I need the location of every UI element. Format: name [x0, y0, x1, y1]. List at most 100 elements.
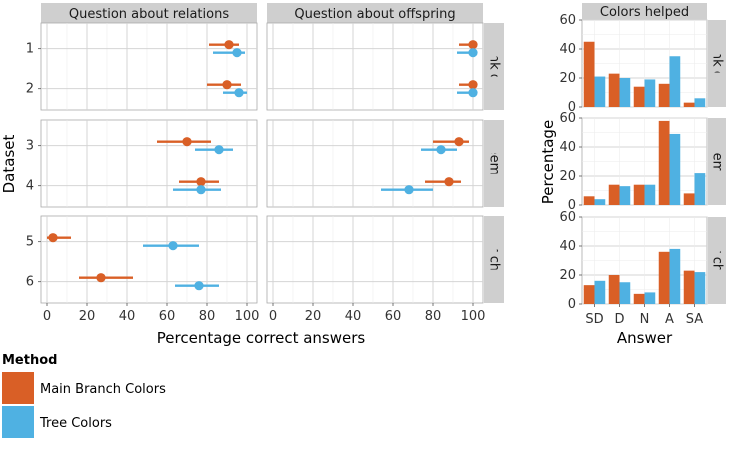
bar: [694, 173, 706, 205]
y-tick-label: 0: [568, 297, 576, 312]
row-strip-label: Bar chart: [487, 229, 502, 289]
x-tick-label: 100: [235, 309, 260, 324]
bar: [683, 270, 695, 304]
dot-interval-chart: Question about relations Question about o…: [0, 3, 504, 347]
y-tick-label: 4: [26, 179, 34, 194]
x-tick-label: SD: [585, 312, 603, 327]
row-strip-label: ode-link diagra: [710, 15, 725, 112]
data-point: [232, 48, 242, 58]
y-tick-label: 2: [26, 82, 34, 97]
data-point: [444, 177, 454, 187]
y-tick-label: 20: [559, 268, 576, 283]
x-tick-label: 80: [425, 309, 442, 324]
bar: [669, 248, 681, 304]
y-tick-label: 20: [559, 169, 576, 184]
y-tick-label: 20: [559, 71, 576, 86]
title-strip: [582, 3, 707, 20]
x-tick-label: 20: [79, 309, 96, 324]
bar: [683, 102, 695, 107]
row-strip-label: Treemap: [487, 135, 502, 192]
bar: [644, 292, 656, 304]
x-tick-label: 80: [199, 309, 216, 324]
panel: [266, 215, 484, 304]
bar: [633, 86, 645, 107]
legend-label: Tree Colors: [39, 416, 112, 431]
data-point: [224, 40, 234, 50]
y-axis-title: Percentage: [539, 120, 557, 204]
row-strip-label: Treemap: [710, 133, 725, 190]
row-strip-label: Bar chart: [710, 230, 725, 290]
bar: [619, 78, 631, 107]
bar: [669, 133, 681, 205]
panel: [266, 119, 484, 208]
y-tick-label: 0: [568, 198, 576, 213]
x-tick-label: 20: [305, 309, 322, 324]
column-strip-label: Question about offspring: [294, 7, 455, 22]
column-strip: [267, 3, 483, 23]
bar: [683, 193, 695, 205]
panel: [266, 22, 484, 111]
x-tick-label: 40: [119, 309, 136, 324]
bar: [594, 280, 606, 304]
y-tick-label: 60: [559, 111, 576, 126]
data-point: [222, 80, 232, 90]
column-strip-label: Question about relations: [69, 7, 229, 22]
panel: [40, 215, 258, 304]
data-point: [168, 241, 178, 251]
row-strip: [484, 23, 504, 110]
bar: [594, 199, 606, 205]
bar: [633, 184, 645, 205]
bar: [633, 293, 645, 304]
x-tick-label: 0: [269, 309, 277, 324]
legend-swatch: [2, 372, 34, 404]
data-point: [182, 137, 192, 147]
data-point: [96, 273, 106, 283]
bar: [644, 184, 656, 205]
data-point: [196, 185, 206, 195]
bar: [658, 120, 670, 205]
x-tick-label: N: [640, 312, 650, 327]
x-tick-label: 60: [159, 309, 176, 324]
bar: [619, 186, 631, 205]
bar: [583, 41, 595, 107]
data-point: [454, 137, 464, 147]
bar: [583, 196, 595, 205]
bar-chart: Colors helped 0 20 40 60 ode-link diagra 0 20 40…: [539, 3, 726, 347]
data-point: [48, 233, 58, 243]
y-tick-label: 0: [568, 100, 576, 115]
x-tick-label: 100: [461, 309, 486, 324]
row-strip: [484, 120, 504, 207]
bar: [619, 282, 631, 304]
panel: [40, 22, 258, 111]
y-tick-label: 40: [559, 42, 576, 57]
data-point: [468, 40, 478, 50]
row-strip: [708, 217, 726, 304]
x-axis-title: Answer: [617, 329, 673, 347]
bar: [594, 76, 606, 107]
bar: [658, 83, 670, 107]
data-point: [436, 145, 446, 155]
bar: [583, 285, 595, 304]
bar: [608, 184, 620, 205]
data-point: [404, 185, 414, 195]
x-tick-label: D: [614, 312, 624, 327]
bar: [644, 79, 656, 107]
data-point: [214, 145, 224, 155]
row-strip-label: ode-link diagra: [487, 18, 502, 115]
data-point: [468, 88, 478, 98]
x-tick-label: 40: [345, 309, 362, 324]
bar: [694, 98, 706, 107]
data-point: [194, 281, 204, 291]
y-tick-label: 1: [26, 42, 34, 57]
bar: [669, 56, 681, 107]
x-axis-title: Percentage correct answers: [157, 329, 366, 347]
bar: [694, 272, 706, 304]
y-tick-label: 3: [26, 139, 34, 154]
bar: [608, 275, 620, 304]
legend-title: Method: [2, 353, 57, 368]
y-tick-label: 5: [26, 235, 34, 250]
legend: Method Main Branch Colors Tree Colors: [2, 353, 166, 438]
panel: [40, 119, 258, 208]
column-strip: [41, 3, 257, 23]
